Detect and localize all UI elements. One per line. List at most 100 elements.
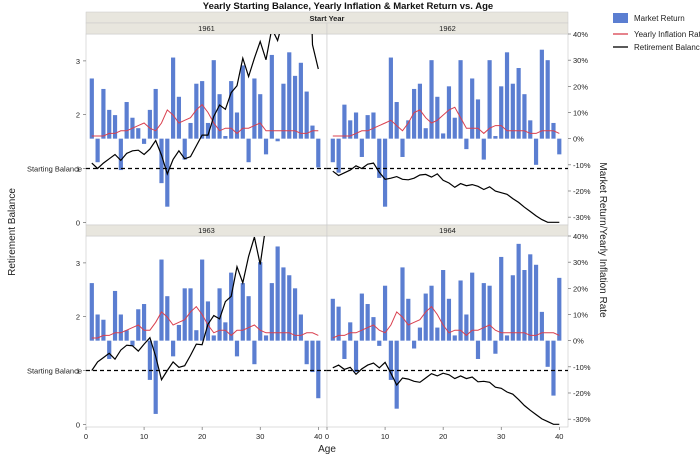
market-return-bar — [304, 91, 309, 139]
market-return-bar — [545, 60, 550, 139]
market-return-bar — [153, 340, 158, 414]
market-return-bar — [487, 60, 492, 139]
market-return-bar — [124, 330, 129, 341]
market-return-bar — [371, 317, 376, 341]
market-return-bar — [217, 94, 222, 139]
market-return-bar — [377, 340, 382, 346]
y-right-tick-label: 20% — [573, 284, 588, 293]
facet-panel-1963: 1963 0 1 2 3 Starting Balance 0 10 20 30 40 — [27, 224, 328, 441]
market-return-bar — [475, 340, 481, 359]
market-return-bar — [141, 304, 147, 341]
market-return-bar — [417, 327, 423, 341]
market-return-bar — [406, 298, 411, 341]
market-return-bar — [464, 314, 469, 341]
market-return-bar — [263, 138, 269, 155]
market-return-bar — [342, 340, 347, 359]
market-return-bar — [446, 298, 452, 341]
x-tick-label: 30 — [256, 432, 264, 441]
market-return-bar — [281, 83, 286, 139]
market-return-bar — [510, 83, 515, 139]
market-return-bar — [348, 120, 353, 139]
market-return-bar — [275, 246, 280, 341]
market-return-bar — [234, 340, 240, 357]
market-return-bar — [429, 60, 434, 139]
market-return-bar — [336, 138, 341, 173]
market-return-bar — [330, 138, 335, 163]
facet-panel-1962: 1962 -30% -20% -10% 0% 10% 20% 30% 40% — [326, 22, 591, 226]
market-return-bar — [269, 54, 274, 139]
market-return-bar — [159, 138, 164, 184]
panel-header-label: 1961 — [198, 24, 215, 33]
market-return-bar — [130, 340, 135, 346]
market-return-bar — [211, 335, 216, 341]
market-return-bar — [141, 138, 147, 144]
y-right-tick-label: -10% — [573, 161, 591, 170]
market-return-bar — [528, 120, 533, 139]
market-return-bar — [234, 112, 240, 139]
market-return-bar — [159, 259, 164, 341]
market-return-bar — [557, 138, 562, 155]
market-return-bar — [365, 115, 370, 139]
y-right-tick-label: 0% — [573, 135, 584, 144]
market-return-bar — [551, 340, 556, 396]
market-return-bar — [388, 340, 393, 380]
market-return-bar — [470, 272, 475, 341]
market-return-bar — [493, 340, 498, 354]
legend-label-balance: Retirement Balance — [634, 43, 700, 52]
market-return-bar — [176, 96, 182, 139]
x-tick-label: 10 — [140, 432, 148, 441]
market-return-bar — [252, 340, 257, 365]
market-return-bar — [95, 138, 100, 163]
market-return-bar — [95, 314, 100, 341]
y-left-tick-label: 2 — [76, 111, 80, 120]
market-return-bar — [557, 277, 562, 341]
market-return-bar — [205, 301, 211, 341]
market-return-bar — [165, 296, 170, 341]
market-return-bar — [310, 340, 315, 373]
market-return-bar — [275, 138, 280, 142]
market-return-bar — [330, 298, 335, 341]
market-return-bar — [182, 138, 187, 160]
market-return-bar — [377, 138, 382, 178]
market-return-bar — [101, 319, 106, 341]
market-return-bar — [429, 285, 434, 341]
market-return-bar — [188, 288, 193, 341]
market-return-bar — [118, 314, 123, 341]
market-return-bar — [136, 128, 141, 139]
market-return-bar — [446, 86, 452, 139]
x-tick-label: 20 — [198, 432, 206, 441]
market-return-bar — [263, 335, 269, 341]
facet-panel-1964: 1964 -30% -20% -10% 0% 10% 20% 30% 40% 0 10 20 30 40 — [325, 224, 591, 441]
x-axis-title: Age — [318, 444, 336, 455]
market-return-bar — [200, 259, 205, 341]
market-return-bar — [316, 138, 321, 168]
market-return-bar — [516, 68, 521, 139]
market-return-bar — [499, 86, 504, 139]
market-return-bar — [499, 256, 504, 341]
market-return-bar — [382, 138, 388, 207]
market-return-bar — [223, 322, 228, 341]
balance-line — [332, 361, 560, 425]
facet-header: Start Year — [310, 14, 345, 23]
inflation-line — [91, 305, 319, 339]
market-return-bar — [153, 88, 158, 139]
market-return-bar — [147, 340, 152, 380]
legend: Market Return Yearly Inflation Rate Reti… — [613, 13, 700, 52]
panel-header-label: 1963 — [198, 226, 215, 235]
inflation-line — [91, 103, 319, 137]
market-return-bar — [229, 272, 234, 341]
market-return-bar — [316, 340, 321, 399]
panel-header-label: 1962 — [439, 24, 456, 33]
y-right-tick-label: 40% — [573, 232, 588, 241]
y-right-tick-label: -20% — [573, 187, 591, 196]
market-return-bar — [118, 138, 123, 171]
market-return-bar — [281, 267, 286, 341]
y-right-tick-label: 40% — [573, 30, 588, 39]
market-return-bar — [382, 285, 388, 341]
market-return-bar — [246, 296, 251, 341]
market-return-bar — [240, 65, 245, 139]
y-left-tick-label: 1 — [76, 367, 80, 376]
market-return-bar — [194, 83, 199, 139]
